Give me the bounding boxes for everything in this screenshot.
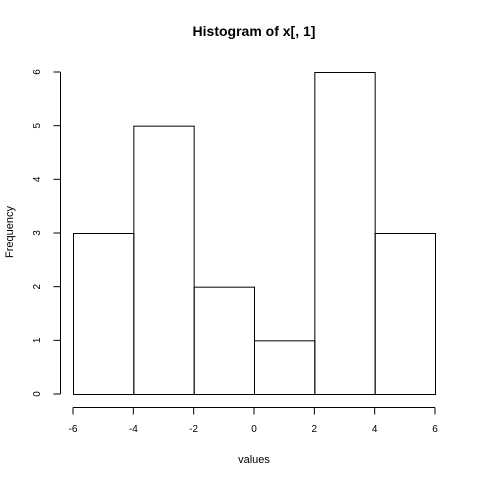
x-axis-label: values [238,454,270,466]
bars-group [73,72,436,396]
histogram-bar [254,340,316,396]
histogram-bar [133,125,195,396]
y-axis: 0 1 2 3 4 5 6 [32,69,61,397]
x-tick-label: 0 [251,424,257,435]
y-tick-label: 2 [32,283,43,289]
x-tick-label: 6 [432,424,438,435]
y-tick-label: 6 [32,69,43,75]
y-tick-label: 0 [32,391,43,397]
chart-title: Histogram of x[, 1] [193,23,316,39]
histogram-bar [374,233,436,395]
histogram-bar [314,72,376,395]
histogram-bar [73,233,135,395]
x-tick-label: 4 [372,424,378,435]
y-tick-label: 3 [32,230,43,236]
x-tick-label: 2 [312,424,318,435]
y-tick-label: 1 [32,337,43,343]
histogram-bar [193,286,256,395]
x-tick-label: -4 [129,424,138,435]
x-tick-label: -2 [189,424,198,435]
y-tick-label: 4 [32,176,43,182]
x-tick-label: -6 [69,424,78,435]
y-tick-label: 5 [32,122,43,128]
y-axis-label: Frequency [4,206,16,258]
x-axis: -6 -4 -2 0 2 4 6 [69,407,438,435]
